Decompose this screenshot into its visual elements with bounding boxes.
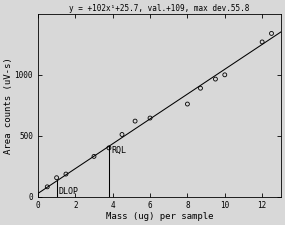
Text: RQL: RQL: [112, 146, 127, 155]
Point: [269, 32, 274, 35]
Point: [64, 172, 68, 176]
Point: [198, 86, 203, 90]
Title: y = +102x¹+25.7, val.+109, max dev.55.8: y = +102x¹+25.7, val.+109, max dev.55.8: [69, 4, 250, 13]
X-axis label: Mass (ug) per sample: Mass (ug) per sample: [106, 212, 213, 221]
Point: [213, 77, 218, 81]
Y-axis label: Area counts (uV-s): Area counts (uV-s): [4, 57, 13, 154]
Point: [107, 146, 111, 150]
Point: [54, 176, 59, 180]
Text: DLOP: DLOP: [58, 187, 78, 196]
Point: [92, 155, 96, 158]
Point: [120, 133, 124, 136]
Point: [148, 116, 152, 120]
Point: [260, 40, 264, 44]
Point: [223, 73, 227, 77]
Point: [45, 185, 50, 189]
Point: [133, 119, 137, 123]
Point: [185, 102, 190, 106]
